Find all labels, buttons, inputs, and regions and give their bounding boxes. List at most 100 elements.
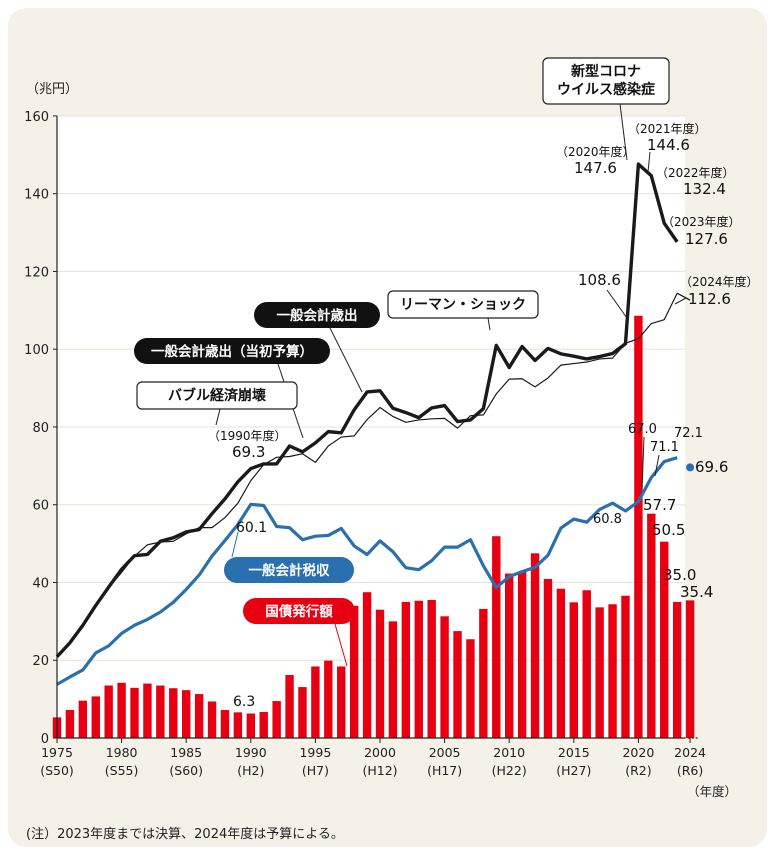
x-tick-era-label: (S55) bbox=[105, 763, 139, 778]
bond-bar bbox=[169, 688, 178, 738]
annotation-2023-year: （2023年度） bbox=[662, 214, 741, 229]
bond-bar bbox=[517, 571, 527, 738]
annotation-2024-year: （2024年度） bbox=[680, 274, 759, 289]
bonds-label-bg bbox=[243, 598, 355, 624]
x-tick-era-label: (H17) bbox=[427, 763, 462, 778]
footnote: (注）2023年度までは決算、2024年度は予算による。 bbox=[26, 827, 344, 842]
annotation-2020-bond-leader bbox=[606, 289, 628, 319]
x-tick-label: 2010 bbox=[493, 745, 525, 760]
y-tick-label: 80 bbox=[32, 421, 49, 436]
bond-bar bbox=[311, 666, 320, 738]
bonds-label: 国債発行額 bbox=[265, 603, 333, 620]
x-tick-label: 1990 bbox=[235, 745, 267, 760]
bond-bar bbox=[182, 690, 191, 738]
bubble-callout-box bbox=[136, 381, 298, 410]
bond-bar bbox=[194, 694, 204, 738]
y-tick-label: 120 bbox=[24, 265, 49, 280]
x-tick-era-label: (H7) bbox=[302, 763, 329, 778]
bond-bar bbox=[285, 675, 294, 738]
expenditure-label: 一般会計歳出 bbox=[277, 307, 358, 324]
bubble-leader bbox=[215, 408, 221, 426]
annotation-2022-value: 132.4 bbox=[683, 180, 726, 198]
bond-bar bbox=[634, 315, 643, 738]
initial-budget-label: 一般会計歳出（当初予算） bbox=[151, 343, 313, 360]
bond-bar bbox=[388, 621, 398, 738]
axes-layer: 0 20 40 60 80 100 120 140 160 （兆円） 1975 (S50) 1980 (S… bbox=[24, 82, 737, 799]
bond-bar bbox=[246, 713, 255, 738]
x-tick-label: 2024 bbox=[674, 745, 706, 760]
x-tick-era-label: (H2) bbox=[237, 763, 264, 778]
annotation-2024-leader bbox=[674, 297, 687, 305]
covid-callout: 新型コロナ bbox=[571, 63, 641, 80]
y-tick-label: 40 bbox=[32, 576, 49, 591]
annotation-2021-tax: 67.0 bbox=[628, 422, 657, 437]
bonds-leader bbox=[334, 623, 348, 667]
x-tick-era-label: (S50) bbox=[40, 763, 74, 778]
annotation-2020-bond: 108.6 bbox=[578, 271, 621, 289]
tax-label: 一般会計税収 bbox=[249, 562, 330, 579]
bond-bar bbox=[660, 541, 669, 738]
initial-budget-2024-segment bbox=[676, 292, 691, 301]
x-axis-title: （年度） bbox=[687, 784, 737, 799]
y-tick-label: 160 bbox=[24, 110, 49, 125]
bond-bar-2024 bbox=[685, 600, 695, 738]
annotation-2023-bond: 35.0 bbox=[663, 566, 696, 584]
x-tick-era-label: (H22) bbox=[492, 763, 527, 778]
tax-2024-point bbox=[686, 463, 695, 472]
x-tick-label: 2015 bbox=[558, 745, 590, 760]
bond-bar bbox=[337, 666, 346, 738]
bond-bar bbox=[582, 590, 591, 738]
covid-callout: ウイルス感染症 bbox=[557, 81, 655, 98]
annotation-2021-tax-leader bbox=[641, 436, 645, 491]
covid-callout-box bbox=[542, 57, 670, 105]
x-tick-era-label: (H12) bbox=[362, 763, 397, 778]
x-tick-era-label: (S60) bbox=[169, 763, 203, 778]
bond-bar bbox=[414, 600, 423, 738]
y-tick-label: 100 bbox=[24, 343, 49, 358]
x-tick-era-label: (H27) bbox=[556, 763, 591, 778]
bond-bar bbox=[143, 683, 152, 738]
y-tick-label: 60 bbox=[32, 499, 49, 514]
bond-bar bbox=[91, 696, 100, 738]
bubble-callout: バブル経済崩壊 bbox=[168, 387, 267, 404]
annotation-2023-value: 127.6 bbox=[685, 230, 728, 248]
bond-bars bbox=[52, 315, 695, 738]
annotation-2024-value: 112.6 bbox=[688, 290, 731, 308]
bond-bar bbox=[453, 631, 462, 738]
annotation-2021-value: 144.6 bbox=[647, 136, 690, 154]
bond-bar bbox=[569, 602, 578, 738]
bond-bar bbox=[220, 710, 230, 738]
bond-bar bbox=[672, 601, 682, 738]
bond-bar bbox=[207, 701, 217, 738]
annotation-2022-bond: 50.5 bbox=[652, 521, 685, 539]
bond-bar bbox=[362, 592, 372, 738]
annotation-2024-bond: 35.4 bbox=[680, 583, 713, 601]
bond-bar bbox=[595, 607, 604, 738]
expenditure-label-bg bbox=[254, 302, 380, 328]
bond-bar bbox=[401, 601, 411, 738]
bond-bar bbox=[492, 536, 501, 738]
bond-bar bbox=[65, 710, 75, 738]
bond-bar bbox=[349, 605, 359, 738]
bond-bar bbox=[156, 685, 165, 738]
bond-bar bbox=[298, 687, 307, 738]
y-axis-title: （兆円） bbox=[26, 82, 78, 97]
bond-bar bbox=[104, 685, 113, 738]
lehman-leader bbox=[487, 317, 491, 331]
x-tick-label: 2000 bbox=[364, 745, 396, 760]
annotation-2024-tax: 69.6 bbox=[695, 458, 728, 476]
lehman-callout: リーマン・ショック bbox=[400, 297, 526, 313]
annotation-2022-tax: 71.1 bbox=[650, 440, 679, 455]
bond-bar bbox=[621, 595, 630, 738]
x-tick-label: 1995 bbox=[299, 745, 331, 760]
annotation-2021-bond: 57.7 bbox=[643, 496, 676, 514]
annotation-2023-tax: 72.1 bbox=[674, 426, 703, 441]
expenditure-line bbox=[55, 162, 679, 658]
x-tick-label: 1980 bbox=[106, 745, 138, 760]
x-tick-era-label: (R2) bbox=[625, 763, 651, 778]
annotation-2021-year: （2021年度） bbox=[628, 121, 707, 136]
bond-bar bbox=[440, 616, 449, 738]
annotation-2020-year: （2020年度） bbox=[556, 144, 635, 159]
